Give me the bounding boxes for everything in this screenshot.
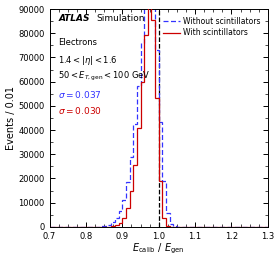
Text: ATLAS: ATLAS [58, 14, 90, 24]
Text: $50 < E_{T,\rm gen} < 100\ \rm GeV$: $50 < E_{T,\rm gen} < 100\ \rm GeV$ [58, 70, 151, 83]
Text: $\sigma = 0.030$: $\sigma = 0.030$ [58, 105, 102, 116]
X-axis label: $E_{\rm calib}\ /\ E_{\rm gen}$: $E_{\rm calib}\ /\ E_{\rm gen}$ [132, 242, 185, 256]
Y-axis label: Events / 0.01: Events / 0.01 [6, 86, 16, 150]
Text: Simulation: Simulation [97, 14, 145, 24]
Text: $1.4 < |\eta| < 1.6$: $1.4 < |\eta| < 1.6$ [58, 54, 118, 67]
Text: $\sigma = 0.037$: $\sigma = 0.037$ [58, 89, 102, 100]
Text: Electrons: Electrons [58, 39, 97, 47]
Legend: Without scintillators, With scintillators: Without scintillators, With scintillator… [161, 15, 262, 39]
